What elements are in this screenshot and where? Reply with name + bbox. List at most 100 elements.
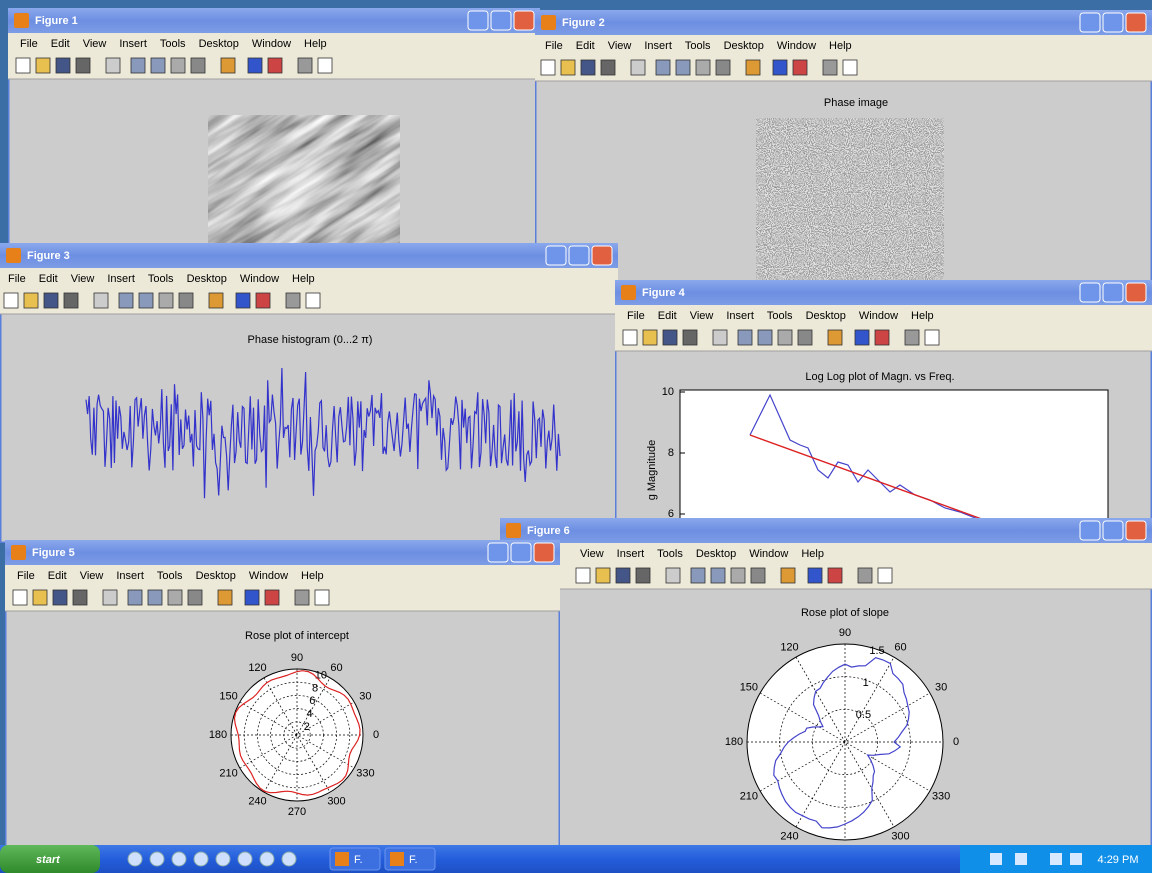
- toolbar-button[interactable]: [878, 568, 892, 583]
- toolbar-button[interactable]: [691, 568, 705, 583]
- toolbar-button[interactable]: [631, 60, 645, 75]
- menu-item[interactable]: Help: [801, 548, 824, 560]
- menu-item[interactable]: View: [580, 548, 604, 560]
- toolbar-button[interactable]: [248, 58, 262, 73]
- toolbar-button[interactable]: [298, 58, 312, 73]
- title-button-min[interactable]: [1080, 13, 1100, 32]
- title-button-close[interactable]: [514, 11, 534, 30]
- menu-item[interactable]: Window: [249, 570, 288, 582]
- title-button-min[interactable]: [468, 11, 488, 30]
- menu-item[interactable]: View: [83, 38, 107, 50]
- menu-item[interactable]: View: [608, 40, 632, 52]
- toolbar-button[interactable]: [218, 590, 232, 605]
- menu-item[interactable]: Desktop: [806, 310, 846, 322]
- title-button-max[interactable]: [1103, 521, 1123, 540]
- menu-item[interactable]: Help: [301, 570, 324, 582]
- toolbar-button[interactable]: [793, 60, 807, 75]
- title-button-close[interactable]: [1126, 521, 1146, 540]
- menu-item[interactable]: Help: [292, 273, 315, 285]
- menu-item[interactable]: Tools: [767, 310, 793, 322]
- toolbar-button[interactable]: [823, 60, 837, 75]
- toolbar-button[interactable]: [53, 590, 67, 605]
- toolbar-button[interactable]: [286, 293, 300, 308]
- toolbar-button[interactable]: [855, 330, 869, 345]
- menu-item[interactable]: Desktop: [196, 570, 236, 582]
- menu-item[interactable]: Desktop: [724, 40, 764, 52]
- toolbar-button[interactable]: [245, 590, 259, 605]
- toolbar-button[interactable]: [221, 58, 235, 73]
- menu-item[interactable]: Insert: [116, 570, 144, 582]
- menu-item[interactable]: Tools: [157, 570, 183, 582]
- toolbar-button[interactable]: [758, 330, 772, 345]
- toolbar-button[interactable]: [306, 293, 320, 308]
- toolbar-button[interactable]: [541, 60, 555, 75]
- toolbar-button[interactable]: [561, 60, 575, 75]
- toolbar-button[interactable]: [843, 60, 857, 75]
- toolbar-button[interactable]: [36, 58, 50, 73]
- menu-item[interactable]: Edit: [48, 570, 67, 582]
- menu-item[interactable]: Desktop: [187, 273, 227, 285]
- title-button-max[interactable]: [511, 543, 531, 562]
- menu-item[interactable]: Desktop: [199, 38, 239, 50]
- toolbar-button[interactable]: [268, 58, 282, 73]
- menu-item[interactable]: Help: [304, 38, 327, 50]
- toolbar-button[interactable]: [663, 330, 677, 345]
- menu-item[interactable]: Help: [829, 40, 852, 52]
- menu-item[interactable]: Window: [749, 548, 788, 560]
- toolbar-button[interactable]: [4, 293, 18, 308]
- toolbar-button[interactable]: [128, 590, 142, 605]
- toolbar-button[interactable]: [773, 60, 787, 75]
- quick-launch-icon[interactable]: [216, 852, 230, 866]
- menu-item[interactable]: Insert: [644, 40, 672, 52]
- toolbar-button[interactable]: [781, 568, 795, 583]
- toolbar-button[interactable]: [315, 590, 329, 605]
- title-button-max[interactable]: [1103, 283, 1123, 302]
- title-button-max[interactable]: [569, 246, 589, 265]
- menu-item[interactable]: Desktop: [696, 548, 736, 560]
- toolbar-button[interactable]: [623, 330, 637, 345]
- toolbar-button[interactable]: [858, 568, 872, 583]
- toolbar-button[interactable]: [119, 293, 133, 308]
- quick-launch-icon[interactable]: [282, 852, 296, 866]
- toolbar-button[interactable]: [191, 58, 205, 73]
- menu-item[interactable]: View: [690, 310, 714, 322]
- menu-item[interactable]: Edit: [658, 310, 677, 322]
- toolbar-button[interactable]: [94, 293, 108, 308]
- toolbar-button[interactable]: [711, 568, 725, 583]
- quick-launch-icon[interactable]: [128, 852, 142, 866]
- toolbar-button[interactable]: [171, 58, 185, 73]
- toolbar-button[interactable]: [828, 330, 842, 345]
- toolbar-button[interactable]: [73, 590, 87, 605]
- menu-item[interactable]: View: [71, 273, 95, 285]
- toolbar-button[interactable]: [188, 590, 202, 605]
- toolbar-button[interactable]: [56, 58, 70, 73]
- toolbar-button[interactable]: [601, 60, 615, 75]
- toolbar-button[interactable]: [236, 293, 250, 308]
- toolbar-button[interactable]: [151, 58, 165, 73]
- toolbar-button[interactable]: [875, 330, 889, 345]
- tray-icon[interactable]: [1015, 853, 1027, 865]
- toolbar-button[interactable]: [168, 590, 182, 605]
- menu-item[interactable]: Tools: [657, 548, 683, 560]
- menu-item[interactable]: Window: [252, 38, 291, 50]
- toolbar-button[interactable]: [576, 568, 590, 583]
- menu-item[interactable]: Insert: [617, 548, 645, 560]
- toolbar-button[interactable]: [596, 568, 610, 583]
- quick-launch-icon[interactable]: [260, 852, 274, 866]
- toolbar-button[interactable]: [798, 330, 812, 345]
- title-button-max[interactable]: [491, 11, 511, 30]
- menu-item[interactable]: Edit: [51, 38, 70, 50]
- title-button-min[interactable]: [1080, 521, 1100, 540]
- toolbar-button[interactable]: [179, 293, 193, 308]
- title-button-close[interactable]: [1126, 283, 1146, 302]
- toolbar-button[interactable]: [256, 293, 270, 308]
- toolbar-button[interactable]: [666, 568, 680, 583]
- toolbar-button[interactable]: [44, 293, 58, 308]
- toolbar-button[interactable]: [925, 330, 939, 345]
- quick-launch-icon[interactable]: [172, 852, 186, 866]
- menu-item[interactable]: Tools: [685, 40, 711, 52]
- menu-item[interactable]: Insert: [107, 273, 135, 285]
- toolbar-button[interactable]: [64, 293, 78, 308]
- toolbar-button[interactable]: [76, 58, 90, 73]
- menu-item[interactable]: Tools: [148, 273, 174, 285]
